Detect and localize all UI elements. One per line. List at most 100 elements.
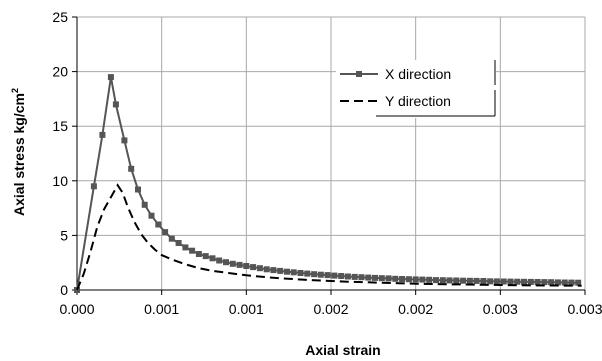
y-tick-label: 10: [52, 173, 68, 189]
legend-item: Y direction: [340, 93, 451, 109]
series-y-direction: [76, 183, 582, 291]
data-point-marker: [561, 279, 568, 286]
data-point-marker: [358, 274, 365, 281]
data-point-marker: [277, 267, 284, 274]
data-point-marker: [575, 279, 582, 286]
data-point-marker: [439, 277, 446, 284]
data-point-marker: [148, 212, 155, 219]
series-line: [76, 183, 582, 291]
data-point-marker: [568, 279, 575, 286]
data-point-marker: [446, 277, 453, 284]
data-point-marker: [107, 74, 114, 81]
data-point-marker: [297, 270, 304, 276]
y-axis-title: Axial stress kg/cm2: [10, 88, 27, 216]
data-point-marker: [290, 269, 297, 276]
data-point-marker: [317, 271, 324, 278]
x-tick-label: 0.000: [59, 301, 94, 317]
data-point-marker: [209, 255, 216, 262]
data-point-marker: [460, 277, 467, 284]
x-axis-title: Axial strain: [305, 342, 380, 358]
x-tick-label: 0.003: [483, 301, 518, 317]
x-tick-label: 0.002: [313, 301, 348, 317]
data-series: [74, 74, 582, 293]
x-tick-label: 0.003: [567, 301, 602, 317]
y-tick-label: 5: [60, 227, 68, 243]
data-point-marker: [473, 277, 480, 284]
legend: X direction Y direction: [336, 60, 496, 118]
data-point-marker: [223, 259, 229, 266]
data-point-marker: [480, 278, 487, 284]
data-point-marker: [229, 260, 236, 267]
data-point-marker: [500, 278, 507, 285]
data-point-marker: [155, 221, 162, 228]
data-point-marker: [433, 277, 439, 284]
data-point-marker: [243, 263, 250, 269]
grid-lines: [77, 16, 586, 290]
data-point-marker: [162, 229, 169, 236]
data-point-marker: [168, 235, 175, 242]
data-point-marker: [195, 251, 202, 257]
data-point-marker: [182, 244, 189, 251]
data-point-marker: [331, 272, 338, 279]
y-tick-label: 15: [52, 118, 68, 134]
axes: [72, 16, 586, 295]
x-tick-label: 0.002: [398, 301, 433, 317]
data-point-marker: [405, 276, 412, 283]
data-point-marker: [121, 137, 128, 144]
y-axis-title-main: Axial stress kg/cm: [11, 93, 27, 216]
data-point-marker: [175, 240, 182, 246]
data-point-marker: [548, 279, 555, 286]
series-x-direction: [74, 74, 582, 293]
y-tick-label: 20: [52, 64, 68, 80]
series-line: [76, 76, 579, 291]
data-point-marker: [493, 278, 500, 285]
y-tick-label: 0: [60, 282, 68, 298]
data-point-marker: [284, 268, 290, 275]
data-point-marker: [507, 278, 514, 285]
data-point-marker: [426, 276, 433, 283]
data-point-marker: [554, 279, 561, 286]
data-point-marker: [270, 267, 277, 274]
data-point-marker: [365, 274, 372, 281]
data-point-marker: [304, 270, 311, 277]
data-point-marker: [338, 273, 345, 279]
data-point-marker: [399, 276, 406, 282]
data-point-marker: [514, 278, 521, 285]
legend-background: [336, 60, 496, 118]
data-point-marker: [419, 276, 426, 283]
data-point-marker: [527, 278, 534, 285]
data-point-marker: [263, 266, 270, 273]
data-point-marker: [250, 264, 257, 271]
data-point-marker: [112, 101, 119, 108]
data-point-marker: [385, 275, 392, 282]
data-point-marker: [392, 275, 399, 282]
data-point-marker: [311, 271, 318, 278]
data-point-marker: [453, 277, 460, 284]
data-point-marker: [90, 183, 97, 190]
data-point-marker: [521, 278, 527, 285]
data-point-marker: [412, 276, 419, 283]
data-point-marker: [487, 278, 494, 285]
legend-label: Y direction: [385, 93, 451, 109]
data-point-marker: [189, 247, 196, 254]
legend-label: X direction: [385, 66, 451, 82]
y-tick-label: 25: [52, 9, 68, 25]
data-point-marker: [135, 186, 141, 193]
data-point-marker: [466, 277, 473, 284]
data-point-marker: [541, 279, 548, 286]
data-point-marker: [216, 257, 223, 264]
x-tick-label: 0.001: [144, 301, 179, 317]
data-point-marker: [344, 273, 351, 280]
data-point-marker: [141, 201, 148, 208]
tick-labels: 0 5 10 15 20 25 0.000 0.001 0.001 0.002 0.002 0.003…: [52, 9, 602, 317]
legend-marker: [356, 71, 362, 77]
data-point-marker: [256, 265, 263, 272]
x-tick-label: 0.001: [229, 301, 264, 317]
y-axis-title-superscript: 2: [10, 88, 20, 93]
data-point-marker: [378, 275, 385, 282]
data-point-marker: [99, 131, 106, 138]
data-point-marker: [372, 274, 378, 281]
data-point-marker: [351, 273, 358, 280]
